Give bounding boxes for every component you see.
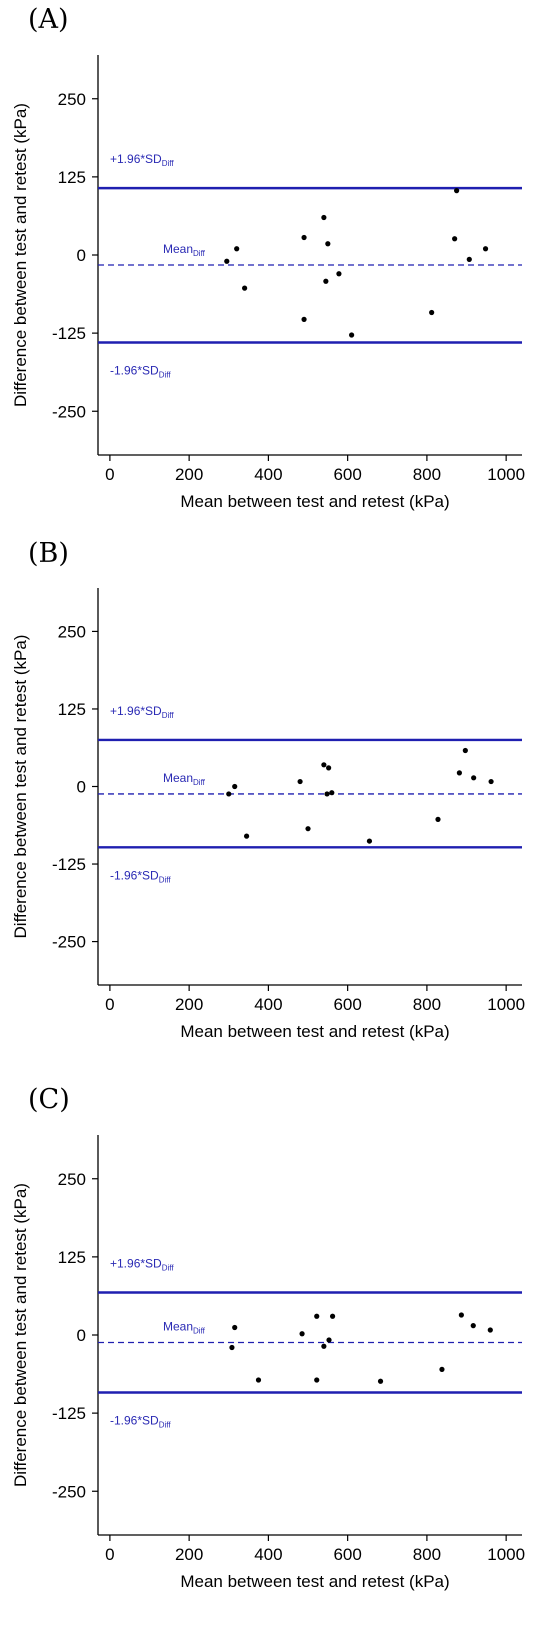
y-axis-title: Difference between test and retest (kPa) [11, 635, 30, 939]
x-tick-label: 200 [175, 465, 203, 484]
data-point [429, 309, 435, 316]
data-point [224, 258, 230, 264]
x-tick-label: 400 [254, 465, 282, 484]
lower-loa-label: -1.96*SDDiff [110, 1414, 171, 1430]
x-tick-label: 200 [175, 995, 203, 1014]
data-point [439, 1366, 445, 1372]
x-tick-label: 600 [333, 1545, 361, 1564]
x-tick-label: 800 [413, 465, 441, 484]
upper-loa-label: +1.96*SDDiff [110, 1257, 174, 1273]
data-point [323, 278, 329, 284]
data-point [301, 234, 307, 241]
chart-panel: (B) 250 125 0 -125 -250 0 200 400 600 800 1000 Mean … [11, 538, 525, 1041]
data-point [326, 1337, 332, 1343]
y-tick-label: 250 [58, 622, 86, 641]
data-point [321, 214, 327, 221]
panel-label: (B) [28, 538, 69, 569]
data-point [454, 188, 460, 194]
data-point [349, 332, 355, 338]
data-point [321, 1343, 327, 1349]
data-point [326, 765, 332, 771]
data-point [229, 1344, 235, 1351]
data-point [366, 838, 373, 844]
data-point [462, 747, 468, 754]
data-point [305, 826, 311, 832]
x-axis-title: Mean between test and retest (kPa) [180, 1572, 449, 1591]
data-point [329, 790, 335, 796]
data-point [488, 778, 494, 785]
chart-panel: (A) 250 125 0 -125 -250 0 200 400 600 800 1000 Mean … [11, 4, 525, 511]
y-tick-label: 0 [77, 246, 86, 265]
lower-loa-label: -1.96*SDDiff [110, 364, 171, 380]
y-axis-title: Difference between test and retest (kPa) [11, 103, 30, 407]
panel-label: (C) [28, 1084, 70, 1115]
data-point [234, 246, 240, 252]
data-point [299, 1331, 305, 1337]
y-tick-label: -125 [52, 855, 86, 874]
data-point [243, 833, 250, 839]
x-axis-title: Mean between test and retest (kPa) [180, 1022, 449, 1041]
y-tick-label: 125 [58, 1248, 86, 1267]
x-tick-label: 0 [105, 995, 114, 1014]
x-tick-label: 1000 [487, 1545, 525, 1564]
data-point [232, 1324, 238, 1331]
x-tick-label: 800 [413, 995, 441, 1014]
y-tick-label: -250 [52, 1482, 86, 1501]
data-point [321, 762, 327, 768]
data-point [452, 236, 458, 242]
data-point [314, 1377, 320, 1383]
data-point [435, 816, 441, 822]
x-tick-label: 600 [333, 465, 361, 484]
data-point [226, 791, 232, 797]
y-tick-label: -125 [52, 324, 86, 343]
chart-panel: (C) 250 125 0 -125 -250 0 200 400 600 800 1000 Mean … [11, 1084, 525, 1591]
x-tick-label: 200 [175, 1545, 203, 1564]
data-point [297, 778, 303, 785]
x-tick-label: 0 [105, 465, 114, 484]
y-tick-label: -250 [52, 402, 86, 421]
y-tick-label: 0 [77, 778, 86, 797]
x-tick-label: 600 [333, 995, 361, 1014]
x-axis-title: Mean between test and retest (kPa) [180, 492, 449, 511]
mean-diff-label: MeanDiff [163, 242, 206, 258]
data-point [471, 775, 477, 781]
mean-diff-label: MeanDiff [163, 771, 206, 787]
x-tick-label: 800 [413, 1545, 441, 1564]
y-tick-label: -250 [52, 933, 86, 952]
y-tick-label: 125 [58, 168, 86, 187]
data-point [456, 770, 462, 776]
data-point [242, 285, 248, 291]
data-point [232, 783, 238, 790]
data-point [482, 246, 489, 252]
data-point [377, 1378, 384, 1384]
x-tick-label: 0 [105, 1545, 114, 1564]
data-point [329, 1313, 336, 1319]
y-tick-label: 0 [77, 1326, 86, 1345]
data-point [470, 1323, 476, 1329]
y-tick-label: 250 [58, 90, 86, 109]
panel-label: (A) [28, 4, 69, 35]
data-point [324, 791, 330, 797]
data-point [325, 241, 331, 247]
upper-loa-label: +1.96*SDDiff [110, 152, 174, 168]
x-tick-label: 1000 [487, 995, 525, 1014]
data-point [336, 271, 342, 277]
data-point [458, 1312, 464, 1318]
y-tick-label: 250 [58, 1170, 86, 1189]
y-tick-label: -125 [52, 1404, 86, 1423]
x-tick-label: 1000 [487, 465, 525, 484]
y-tick-label: 125 [58, 700, 86, 719]
y-axis-title: Difference between test and retest (kPa) [11, 1183, 30, 1487]
data-point [255, 1377, 262, 1383]
upper-loa-label: +1.96*SDDiff [110, 704, 174, 720]
data-point [301, 316, 307, 322]
data-point [314, 1313, 320, 1319]
data-point [466, 256, 472, 262]
x-tick-label: 400 [254, 1545, 282, 1564]
data-point [487, 1327, 493, 1333]
mean-diff-label: MeanDiff [163, 1320, 206, 1336]
x-tick-label: 400 [254, 995, 282, 1014]
lower-loa-label: -1.96*SDDiff [110, 868, 171, 884]
